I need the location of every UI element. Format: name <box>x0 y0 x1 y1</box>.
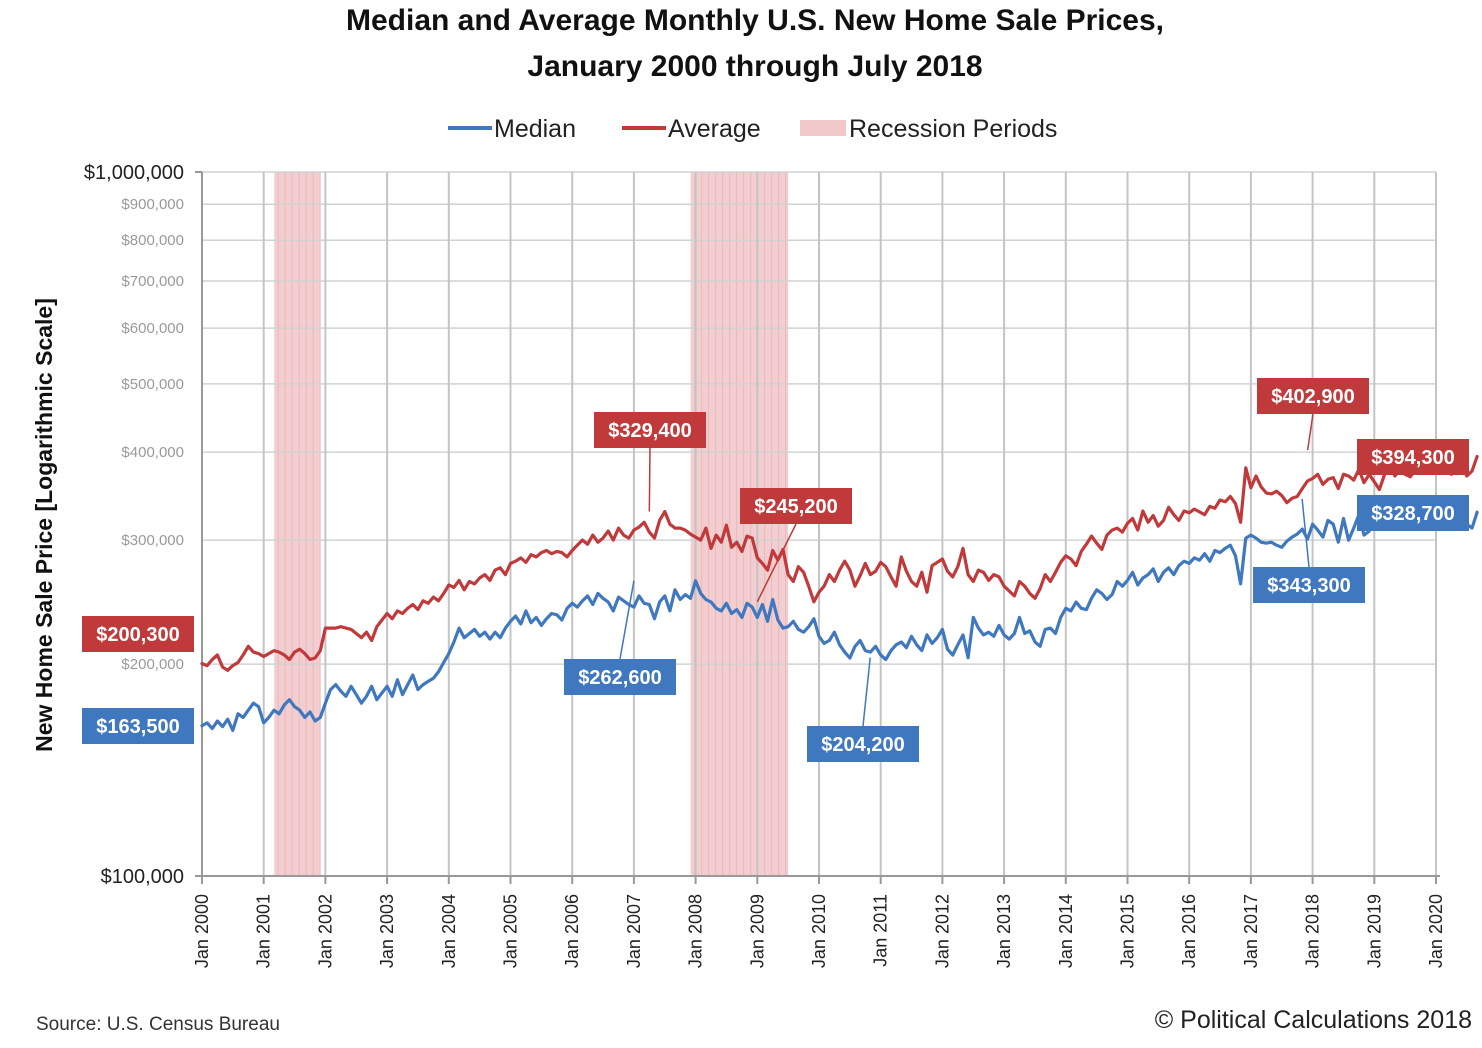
callout-box <box>1257 378 1369 414</box>
legend-recession-label: Recession Periods <box>849 115 1057 143</box>
callout-box <box>594 412 706 448</box>
y-tick-label: $500,000 <box>121 376 184 393</box>
callout-median: $204,200 <box>807 657 919 762</box>
series <box>200 448 1479 733</box>
x-tick-label: Jan 2000 <box>192 894 212 968</box>
x-tick-label: Jan 2008 <box>686 894 706 968</box>
axes <box>195 171 1440 882</box>
chart-title-line1: Median and Average Monthly U.S. New Home… <box>346 4 1164 37</box>
callout-average: $200,300 <box>82 616 194 652</box>
source-note: Source: U.S. Census Bureau <box>36 1014 280 1035</box>
callout-label: $262,600 <box>578 667 661 689</box>
callout-box <box>82 708 194 744</box>
callout-average: $394,300 <box>1357 439 1469 475</box>
y-tick-label: $1,000,000 <box>84 162 184 184</box>
x-tick-label: Jan 2011 <box>871 894 891 967</box>
callout-leader-line <box>1306 413 1314 451</box>
series-line-average <box>200 448 1479 672</box>
series-line-median <box>200 497 1479 733</box>
x-tick-label: Jan 2019 <box>1364 894 1384 968</box>
callout-median: $262,600 <box>564 580 676 695</box>
y-tick-label: $200,000 <box>121 656 184 673</box>
callout-box <box>740 488 852 524</box>
y-axis-label: New Home Sale Price [Logarithmic Scale] <box>31 298 57 752</box>
x-tick-label: Jan 2012 <box>932 894 952 968</box>
x-tick-label: Jan 2001 <box>254 894 274 968</box>
x-tick-label: Jan 2010 <box>809 894 829 968</box>
callout-label: $245,200 <box>754 496 837 518</box>
callout-average: $245,200 <box>740 488 852 603</box>
callouts: $200,300 $163,500 $329,400 $262,600 $245,200… <box>82 378 1469 762</box>
callout-box <box>1253 567 1365 603</box>
callout-leader-line <box>862 657 871 727</box>
callout-box <box>82 616 194 652</box>
callout-leader-line <box>756 523 797 603</box>
callout-label: $163,500 <box>96 716 179 738</box>
x-tick-label: Jan 2006 <box>562 894 582 968</box>
callout-label: $328,700 <box>1371 503 1454 525</box>
y-tick-label: $400,000 <box>121 444 184 461</box>
callout-label: $394,300 <box>1371 447 1454 469</box>
callout-average: $402,900 <box>1257 378 1369 451</box>
callout-box <box>807 726 919 762</box>
callout-label: $402,900 <box>1271 386 1354 408</box>
y-tick-label: $900,000 <box>121 196 184 213</box>
callout-box <box>564 659 676 695</box>
y-tick-label: $300,000 <box>121 532 184 549</box>
x-tick-label: Jan 2014 <box>1056 894 1076 968</box>
x-tick-label: Jan 2009 <box>747 894 767 968</box>
callout-median: $163,500 <box>82 708 194 744</box>
x-tick-label: Jan 2004 <box>439 894 459 968</box>
x-tick-label: Jan 2020 <box>1426 894 1446 968</box>
callout-label: $329,400 <box>608 420 691 442</box>
callout-leader-line <box>1301 498 1310 568</box>
y-axis-ticks: $1,000,000 $900,000 $800,000 $700,000 $600,0… <box>84 162 184 888</box>
x-tick-label: Jan 2018 <box>1303 894 1323 968</box>
x-tick-label: Jan 2007 <box>624 894 644 968</box>
recession-bands <box>274 172 789 876</box>
legend: Median Average Recession Periods <box>448 115 1057 143</box>
x-tick-label: Jan 2015 <box>1118 894 1138 968</box>
y-tick-label: $800,000 <box>121 232 184 249</box>
legend-recession-swatch <box>800 120 846 136</box>
legend-average-label: Average <box>668 115 761 143</box>
callout-label: $204,200 <box>821 734 904 756</box>
x-tick-label: Jan 2013 <box>994 894 1014 968</box>
copyright-note: © Political Calculations 2018 <box>1155 1006 1472 1034</box>
x-tick-label: Jan 2002 <box>315 894 335 968</box>
callout-leader-line <box>619 580 635 660</box>
chart-title-line2: January 2000 through July 2018 <box>527 50 982 83</box>
x-axis-ticks: Jan 2000 Jan 2001 Jan 2002 Jan 2003 Jan 2004… <box>192 876 1446 968</box>
callout-leader-line <box>648 447 651 512</box>
callout-average: $329,400 <box>594 412 706 512</box>
x-tick-label: Jan 2017 <box>1241 894 1261 968</box>
callout-median: $343,300 <box>1253 498 1365 603</box>
callout-label: $343,300 <box>1267 575 1350 597</box>
x-tick-label: Jan 2016 <box>1179 894 1199 968</box>
x-tick-label: Jan 2003 <box>377 894 397 968</box>
callout-box <box>1357 495 1469 531</box>
y-tick-label: $100,000 <box>101 866 184 888</box>
y-tick-label: $600,000 <box>121 320 184 337</box>
legend-median-label: Median <box>494 115 576 143</box>
callout-box <box>1357 439 1469 475</box>
callout-label: $200,300 <box>96 624 179 646</box>
y-tick-label: $700,000 <box>121 273 184 290</box>
callout-median: $328,700 <box>1357 495 1469 531</box>
x-tick-label: Jan 2005 <box>501 894 521 968</box>
